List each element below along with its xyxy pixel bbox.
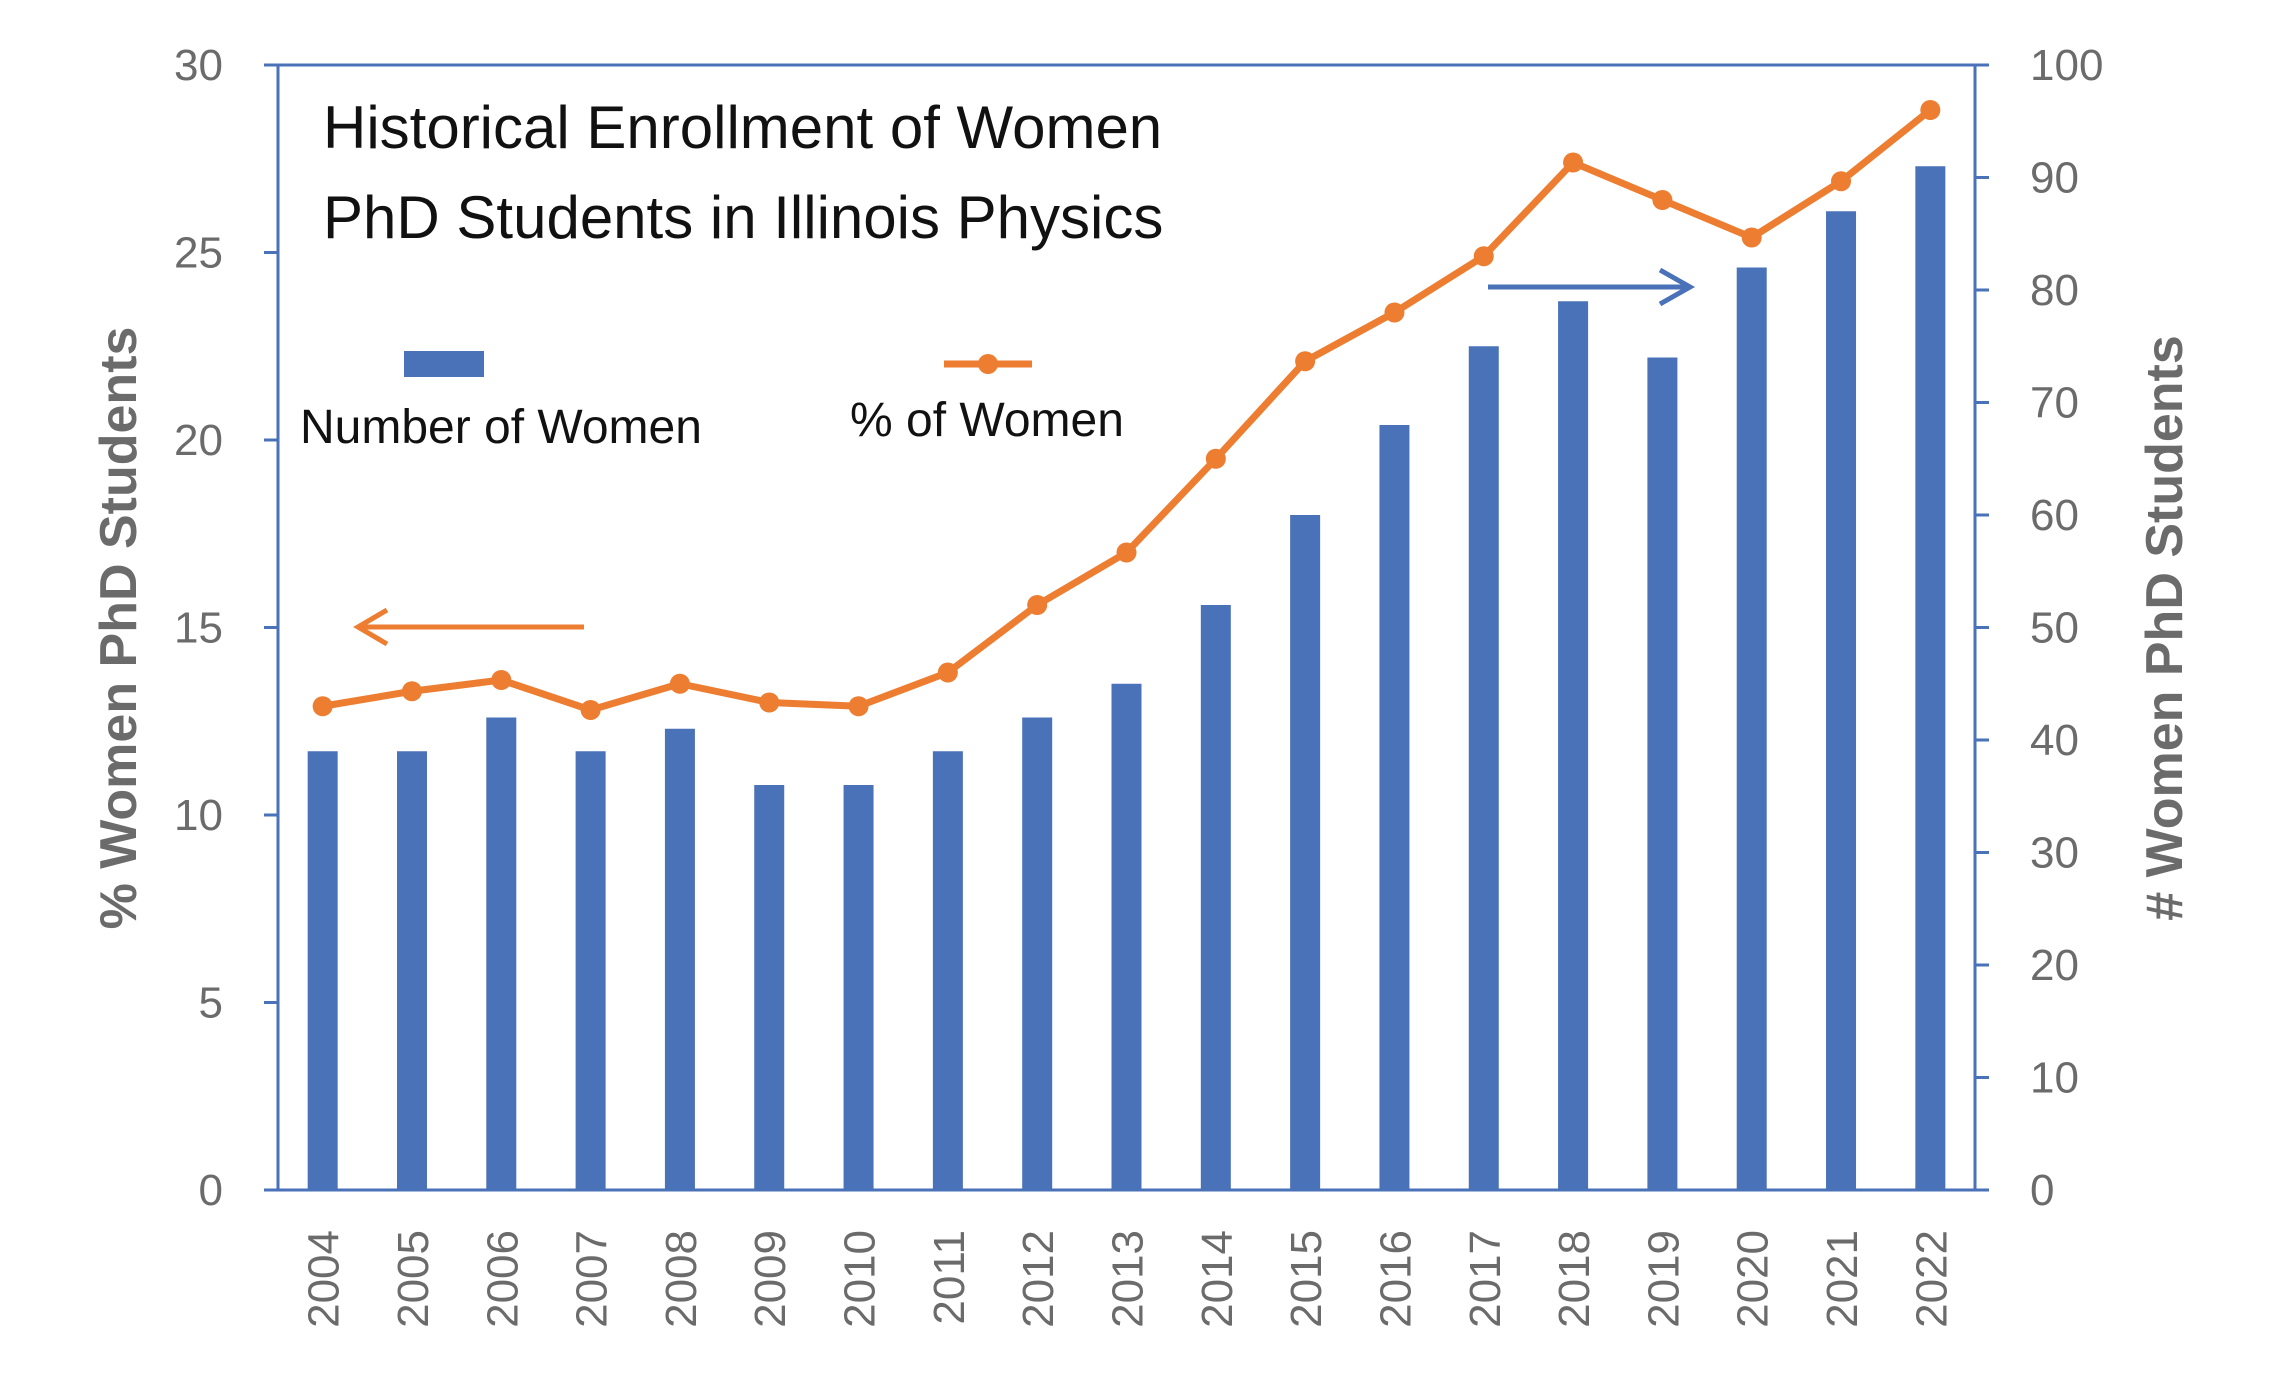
- point-2013: [1116, 542, 1137, 563]
- point-2004: [312, 696, 333, 717]
- right-axis-ticks: 0 10 20 30 40 50 60 70 80 90 100: [1975, 41, 2103, 1215]
- x-tick-label: 2021: [1818, 1230, 1867, 1328]
- point-2022: [1920, 100, 1941, 120]
- point-2008: [669, 673, 690, 694]
- bar-2004: [307, 751, 338, 1190]
- left-axis-ticks: 0 5 10 15 20 25 30: [174, 41, 278, 1215]
- x-tick-label: 2014: [1193, 1230, 1242, 1328]
- point-2012: [1027, 595, 1048, 615]
- point-2005: [401, 681, 422, 702]
- bar-2008: [664, 728, 695, 1190]
- left-axis-title: % Women PhD Students: [90, 327, 148, 930]
- point-2010: [848, 696, 869, 717]
- x-tick-label: 2009: [746, 1230, 795, 1328]
- x-tick-label: 2019: [1639, 1230, 1688, 1328]
- x-tick-label: 2016: [1371, 1230, 1420, 1328]
- bar-2022: [1915, 166, 1946, 1190]
- left-tick-label: 15: [174, 604, 223, 653]
- point-2018: [1563, 152, 1584, 173]
- bar-2009: [754, 785, 785, 1190]
- right-tick-label: 0: [2030, 1166, 2054, 1215]
- point-2011: [937, 662, 958, 683]
- left-tick-label: 5: [199, 979, 223, 1028]
- x-tick-label: 2007: [568, 1230, 617, 1328]
- point-2016: [1384, 302, 1405, 323]
- bar-2005: [396, 751, 427, 1190]
- legend-swatch-number-of-women: [404, 351, 484, 377]
- bar-2017: [1468, 346, 1499, 1190]
- bar-2007: [575, 751, 606, 1190]
- x-tick-label: 2006: [478, 1230, 527, 1328]
- right-tick-label: 30: [2030, 829, 2079, 878]
- left-pointing-arrow: [353, 607, 584, 647]
- legend-swatch-marker-percent: [978, 354, 998, 374]
- point-2014: [1205, 448, 1226, 469]
- bar-2011: [932, 751, 963, 1190]
- bar-2015: [1290, 515, 1321, 1190]
- right-tick-label: 20: [2030, 941, 2079, 990]
- bar-2013: [1111, 683, 1142, 1190]
- right-tick-label: 100: [2030, 41, 2103, 90]
- x-tick-label: 2004: [300, 1230, 349, 1328]
- right-tick-label: 90: [2030, 154, 2079, 203]
- x-tick-label: 2011: [925, 1230, 974, 1325]
- left-tick-label: 20: [174, 416, 223, 465]
- point-2020: [1741, 227, 1762, 248]
- left-tick-label: 25: [174, 229, 223, 278]
- x-axis-ticks: 2004 2005 2006 2007 2008 2009 2010 2011 2012 2013…: [300, 1230, 1957, 1328]
- x-tick-label: 2022: [1907, 1230, 1956, 1328]
- x-tick-label: 2015: [1282, 1230, 1331, 1328]
- left-tick-label: 30: [174, 41, 223, 90]
- legend-label-number-of-women: Number of Women: [300, 401, 702, 454]
- x-tick-label: 2020: [1729, 1230, 1778, 1328]
- bar-2021: [1826, 211, 1857, 1190]
- point-2019: [1652, 190, 1673, 210]
- bar-2006: [486, 717, 517, 1190]
- x-tick-label: 2012: [1014, 1230, 1063, 1328]
- bar-2014: [1200, 605, 1231, 1190]
- x-tick-label: 2008: [657, 1230, 706, 1328]
- bar-2019: [1647, 357, 1678, 1190]
- x-tick-label: 2010: [836, 1230, 885, 1328]
- right-tick-label: 40: [2030, 716, 2079, 765]
- point-2015: [1295, 351, 1316, 372]
- right-axis-title: # Women PhD Students: [2136, 335, 2194, 921]
- left-tick-label: 10: [174, 791, 223, 840]
- x-tick-label: 2013: [1104, 1230, 1153, 1328]
- point-2017: [1473, 246, 1494, 267]
- bar-2020: [1736, 267, 1767, 1190]
- right-tick-label: 10: [2030, 1054, 2079, 1103]
- bar-2010: [843, 785, 874, 1190]
- right-tick-label: 70: [2030, 379, 2079, 428]
- right-tick-label: 60: [2030, 491, 2079, 540]
- x-tick-label: 2005: [389, 1230, 438, 1328]
- bar-2016: [1379, 425, 1410, 1190]
- left-tick-label: 0: [199, 1166, 223, 1215]
- point-2006: [491, 670, 512, 690]
- x-tick-label: 2017: [1461, 1230, 1510, 1328]
- point-2009: [759, 692, 780, 713]
- right-pointing-arrow: [1488, 267, 1696, 307]
- point-2021: [1831, 171, 1852, 192]
- x-tick-label: 2018: [1550, 1230, 1599, 1328]
- chart-title-line-2: PhD Students in Illinois Physics: [323, 184, 1163, 251]
- bar-series-number-of-women: [307, 166, 1946, 1190]
- point-2007: [580, 700, 601, 720]
- line-points: [312, 100, 1941, 720]
- bar-2012: [1022, 717, 1053, 1190]
- right-tick-label: 50: [2030, 604, 2079, 653]
- chart-title-line-1: Historical Enrollment of Women: [323, 94, 1162, 161]
- legend-label-percent-of-women: % of Women: [850, 394, 1124, 447]
- right-tick-label: 80: [2030, 266, 2079, 315]
- bar-2018: [1558, 301, 1589, 1190]
